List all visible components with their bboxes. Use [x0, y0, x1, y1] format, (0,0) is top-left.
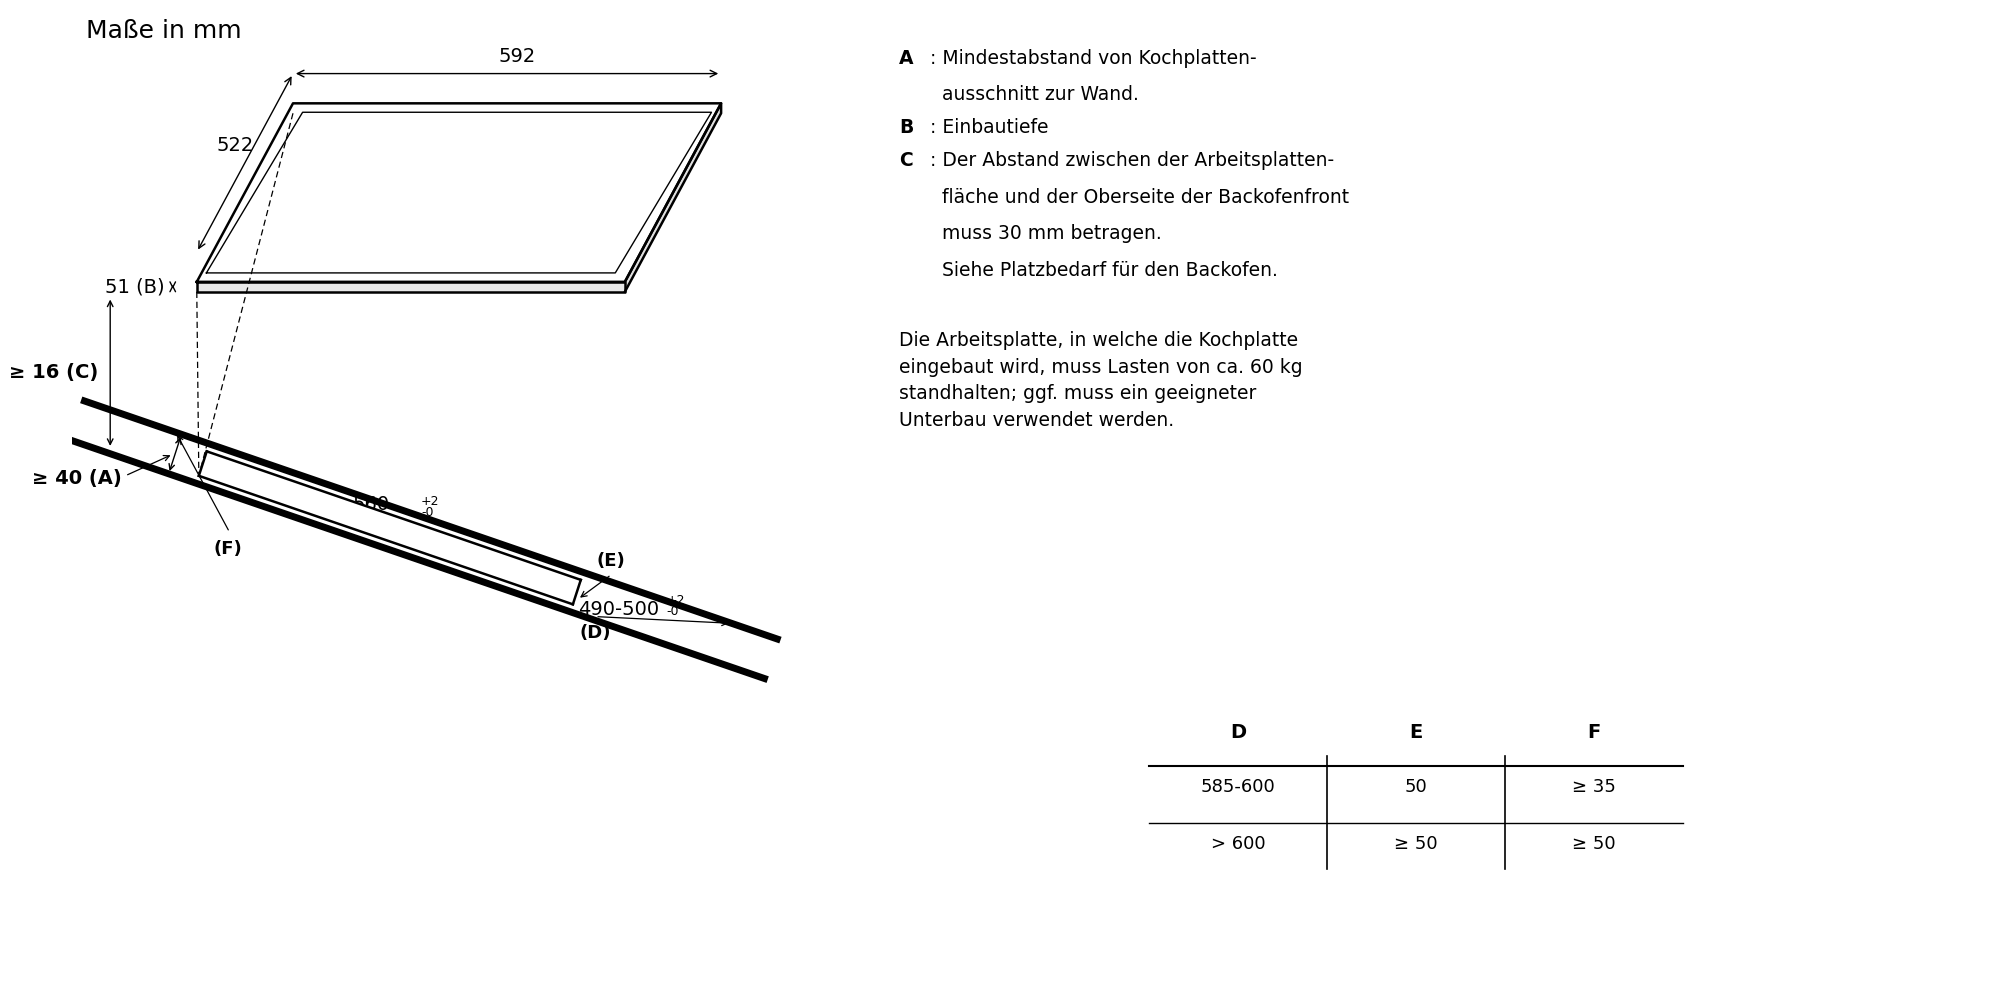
Text: 490-500: 490-500: [578, 600, 660, 619]
Text: Maße in mm: Maße in mm: [86, 19, 242, 43]
Text: 560: 560: [352, 495, 390, 514]
Text: Siehe Platzbedarf für den Backofen.: Siehe Platzbedarf für den Backofen.: [930, 261, 1278, 280]
Text: C: C: [900, 151, 912, 170]
Text: 585-600: 585-600: [1200, 778, 1276, 796]
Text: ≥ 16 (C): ≥ 16 (C): [10, 363, 98, 382]
Text: (E): (E): [596, 552, 626, 570]
Text: 522: 522: [216, 136, 254, 155]
Polygon shape: [624, 103, 722, 292]
Text: ≥ 40 (A): ≥ 40 (A): [32, 469, 122, 488]
Text: E: E: [1410, 723, 1422, 742]
Polygon shape: [198, 451, 580, 604]
Text: +2: +2: [422, 495, 440, 508]
Text: ≥ 50: ≥ 50: [1572, 835, 1616, 853]
Text: (F): (F): [214, 540, 242, 558]
Text: > 600: > 600: [1210, 835, 1266, 853]
Text: +2: +2: [666, 594, 686, 607]
Text: Die Arbeitsplatte, in welche die Kochplatte
eingebaut wird, muss Lasten von ca. : Die Arbeitsplatte, in welche die Kochpla…: [900, 331, 1302, 430]
Text: ≥ 50: ≥ 50: [1394, 835, 1438, 853]
Text: -0: -0: [422, 506, 434, 519]
Polygon shape: [196, 103, 722, 282]
Polygon shape: [196, 282, 624, 292]
Text: (D): (D): [580, 624, 610, 642]
Text: : Der Abstand zwischen der Arbeitsplatten-: : Der Abstand zwischen der Arbeitsplatte…: [930, 151, 1334, 170]
Text: B: B: [900, 118, 914, 137]
Text: -0: -0: [666, 605, 680, 618]
Text: 592: 592: [498, 47, 536, 66]
Text: muss 30 mm betragen.: muss 30 mm betragen.: [930, 224, 1162, 243]
Text: : Einbautiefe: : Einbautiefe: [930, 118, 1048, 137]
Text: F: F: [1588, 723, 1600, 742]
Text: 51 (B): 51 (B): [106, 277, 166, 296]
Text: D: D: [1230, 723, 1246, 742]
Text: ≥ 35: ≥ 35: [1572, 778, 1616, 796]
Text: : Mindestabstand von Kochplatten-: : Mindestabstand von Kochplatten-: [930, 49, 1256, 68]
Text: ausschnitt zur Wand.: ausschnitt zur Wand.: [930, 85, 1138, 104]
Text: A: A: [900, 49, 914, 68]
Text: fläche und der Oberseite der Backofenfront: fläche und der Oberseite der Backofenfro…: [930, 188, 1348, 207]
Text: 50: 50: [1404, 778, 1428, 796]
